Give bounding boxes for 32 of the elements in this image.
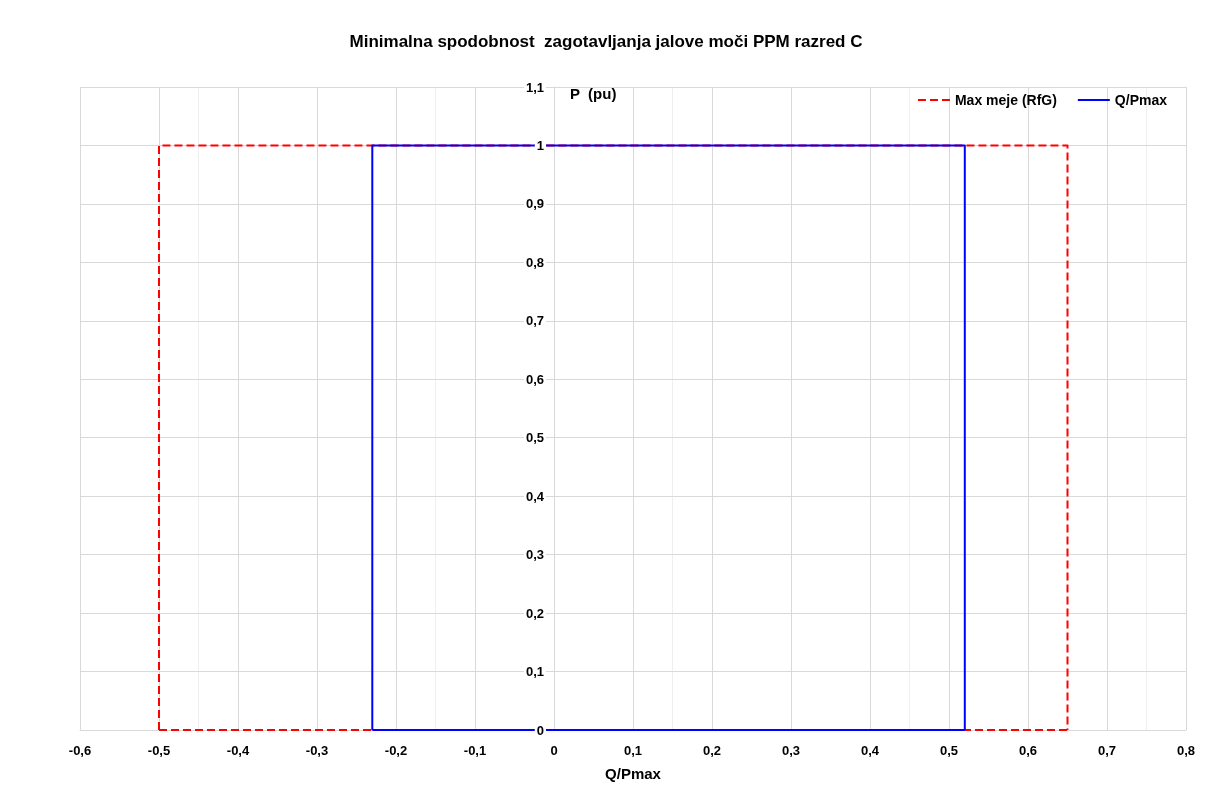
y-tick-label: 1,1 bbox=[525, 79, 544, 95]
x-tick-label: 0,5 bbox=[939, 743, 959, 758]
y-tick-label: 0,7 bbox=[525, 313, 544, 329]
x-tick-label: -0,4 bbox=[226, 743, 250, 758]
x-axis-title: Q/Pmax bbox=[605, 765, 662, 782]
x-tick-label: 0,4 bbox=[860, 743, 880, 758]
x-tick-label: 0,6 bbox=[1018, 743, 1038, 758]
y-tick-label: 0,2 bbox=[525, 605, 544, 621]
x-tick-label: -0,1 bbox=[463, 743, 487, 758]
y-tick-label: 0 bbox=[536, 722, 544, 738]
x-tick-label: 0,8 bbox=[1176, 743, 1196, 758]
x-tick-label: 0 bbox=[550, 743, 558, 758]
x-tick-label: -0,6 bbox=[68, 743, 92, 758]
y-axis-title: P (pu) bbox=[570, 85, 617, 102]
y-tick-label: 0,8 bbox=[525, 254, 544, 270]
y-tick-label: 0,1 bbox=[525, 664, 544, 680]
x-tick-label: 0,3 bbox=[781, 743, 801, 758]
x-tick-label: 0,1 bbox=[623, 743, 643, 758]
x-tick-label: 0,7 bbox=[1097, 743, 1117, 758]
y-tick-label: 0,3 bbox=[525, 547, 544, 563]
y-tick-label: 0,6 bbox=[525, 371, 544, 387]
x-tick-label: 0,2 bbox=[702, 743, 722, 758]
x-tick-label: -0,3 bbox=[305, 743, 329, 758]
y-tick-label: 1 bbox=[536, 137, 544, 153]
chart-title: Minimalna spodobnost zagotavljanja jalove moči PPM razred C bbox=[349, 32, 863, 51]
legend-label: Max meje (RfG) bbox=[954, 92, 1057, 108]
y-tick-label: 0,5 bbox=[525, 430, 544, 446]
y-tick-label: 0,9 bbox=[525, 196, 544, 212]
y-tick-label: 0,4 bbox=[525, 488, 545, 504]
x-tick-label: -0,2 bbox=[384, 743, 408, 758]
legend-label: Q/Pmax bbox=[1114, 92, 1168, 108]
x-tick-label: -0,5 bbox=[147, 743, 171, 758]
